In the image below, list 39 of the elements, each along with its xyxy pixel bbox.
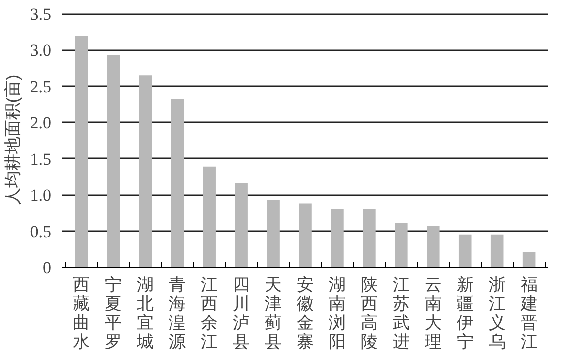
x-tick-label: 湖南浏阳 xyxy=(328,276,346,352)
bar xyxy=(299,204,312,268)
bar xyxy=(267,200,280,268)
bar xyxy=(363,210,376,268)
y-tick-label: 0 xyxy=(43,258,52,278)
y-tick-label: 0.5 xyxy=(30,222,52,242)
y-tick-label: 1.5 xyxy=(30,150,52,169)
bar xyxy=(139,76,152,268)
x-tick-label: 浙江义乌 xyxy=(488,276,506,352)
bar xyxy=(395,223,408,268)
x-tick-label: 福建晋江 xyxy=(520,276,538,352)
bar xyxy=(490,234,504,268)
bar xyxy=(171,99,184,268)
y-tick-label: 3.5 xyxy=(30,5,52,24)
x-tick-label: 新疆伊宁 xyxy=(456,276,474,352)
bar xyxy=(458,234,472,268)
bar xyxy=(203,166,216,268)
x-tick-label: 安徽金寨 xyxy=(297,276,314,352)
bar xyxy=(107,55,120,268)
bar xyxy=(75,36,88,268)
bar xyxy=(331,210,344,268)
x-tick-label: 宁夏平罗 xyxy=(105,276,122,352)
y-tick-label: 2.0 xyxy=(30,114,52,133)
y-tick-label: 2.5 xyxy=(30,77,52,96)
x-tick-label: 西藏曲水 xyxy=(73,276,90,352)
x-tick-label: 陕西高陵 xyxy=(360,276,378,352)
y-tick-label: 3.0 xyxy=(30,41,52,60)
x-tick-label: 云南大理 xyxy=(424,276,442,352)
x-tick-label: 江苏武进 xyxy=(392,276,410,352)
y-axis-title: 人均耕地面积(亩) xyxy=(3,74,22,206)
x-tick-label: 青海湟源 xyxy=(169,276,186,352)
x-tick-label: 江西余江 xyxy=(201,276,218,352)
y-tick-label: 1.0 xyxy=(30,186,52,206)
x-tick-label: 四川泸县 xyxy=(233,276,250,352)
bar xyxy=(427,226,440,268)
x-tick-label: 湖北宜城 xyxy=(136,276,154,352)
x-tick-label: 天津蓟县 xyxy=(265,276,282,352)
bar xyxy=(522,252,536,268)
bar xyxy=(235,183,248,268)
